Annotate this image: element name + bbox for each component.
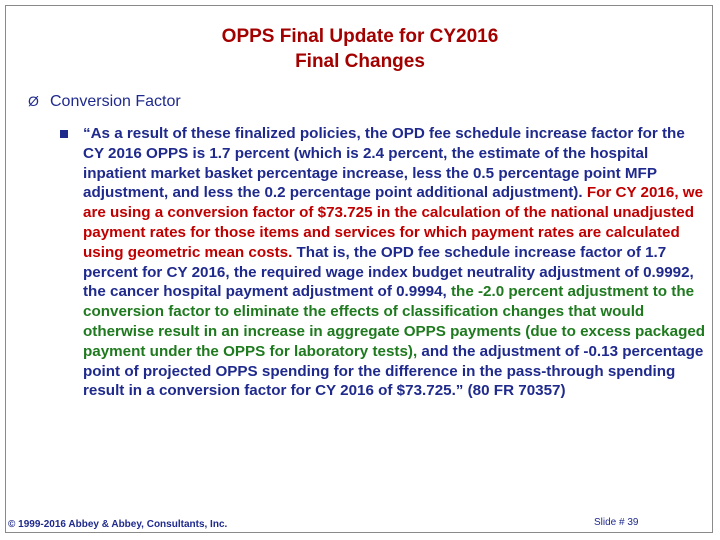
footer-copyright: © 1999-2016 Abbey & Abbey, Consultants, … [8, 519, 228, 530]
quote-red-part: For CY 2016, we are using a conversion f… [83, 184, 704, 261]
slide-title: OPPS Final Update for CY2016 Final Chang… [0, 24, 720, 74]
title-line-2: Final Changes [295, 51, 425, 72]
bullet-label: Conversion Factor [50, 93, 181, 110]
quote-green-part: the -2.0 percent adjustment to the conve… [83, 283, 706, 360]
quote-blue-part-1: “As a result of these finalized policies… [83, 125, 685, 202]
arrow-bullet-icon: Ø [28, 93, 39, 109]
slide-number: Slide # 39 [594, 517, 639, 528]
slide-frame [5, 5, 713, 533]
quote-blue-part-2: That is, the OPD fee schedule increase f… [83, 243, 694, 301]
quote-blue-part-3: and the adjustment of -0.13 percentage p… [83, 342, 704, 400]
bullet-conversion-factor: Ø Conversion Factor [28, 91, 181, 112]
square-bullet-icon [60, 130, 68, 138]
title-line-1: OPPS Final Update for CY2016 [221, 26, 499, 47]
quote-paragraph: “As a result of these finalized policies… [83, 124, 708, 401]
